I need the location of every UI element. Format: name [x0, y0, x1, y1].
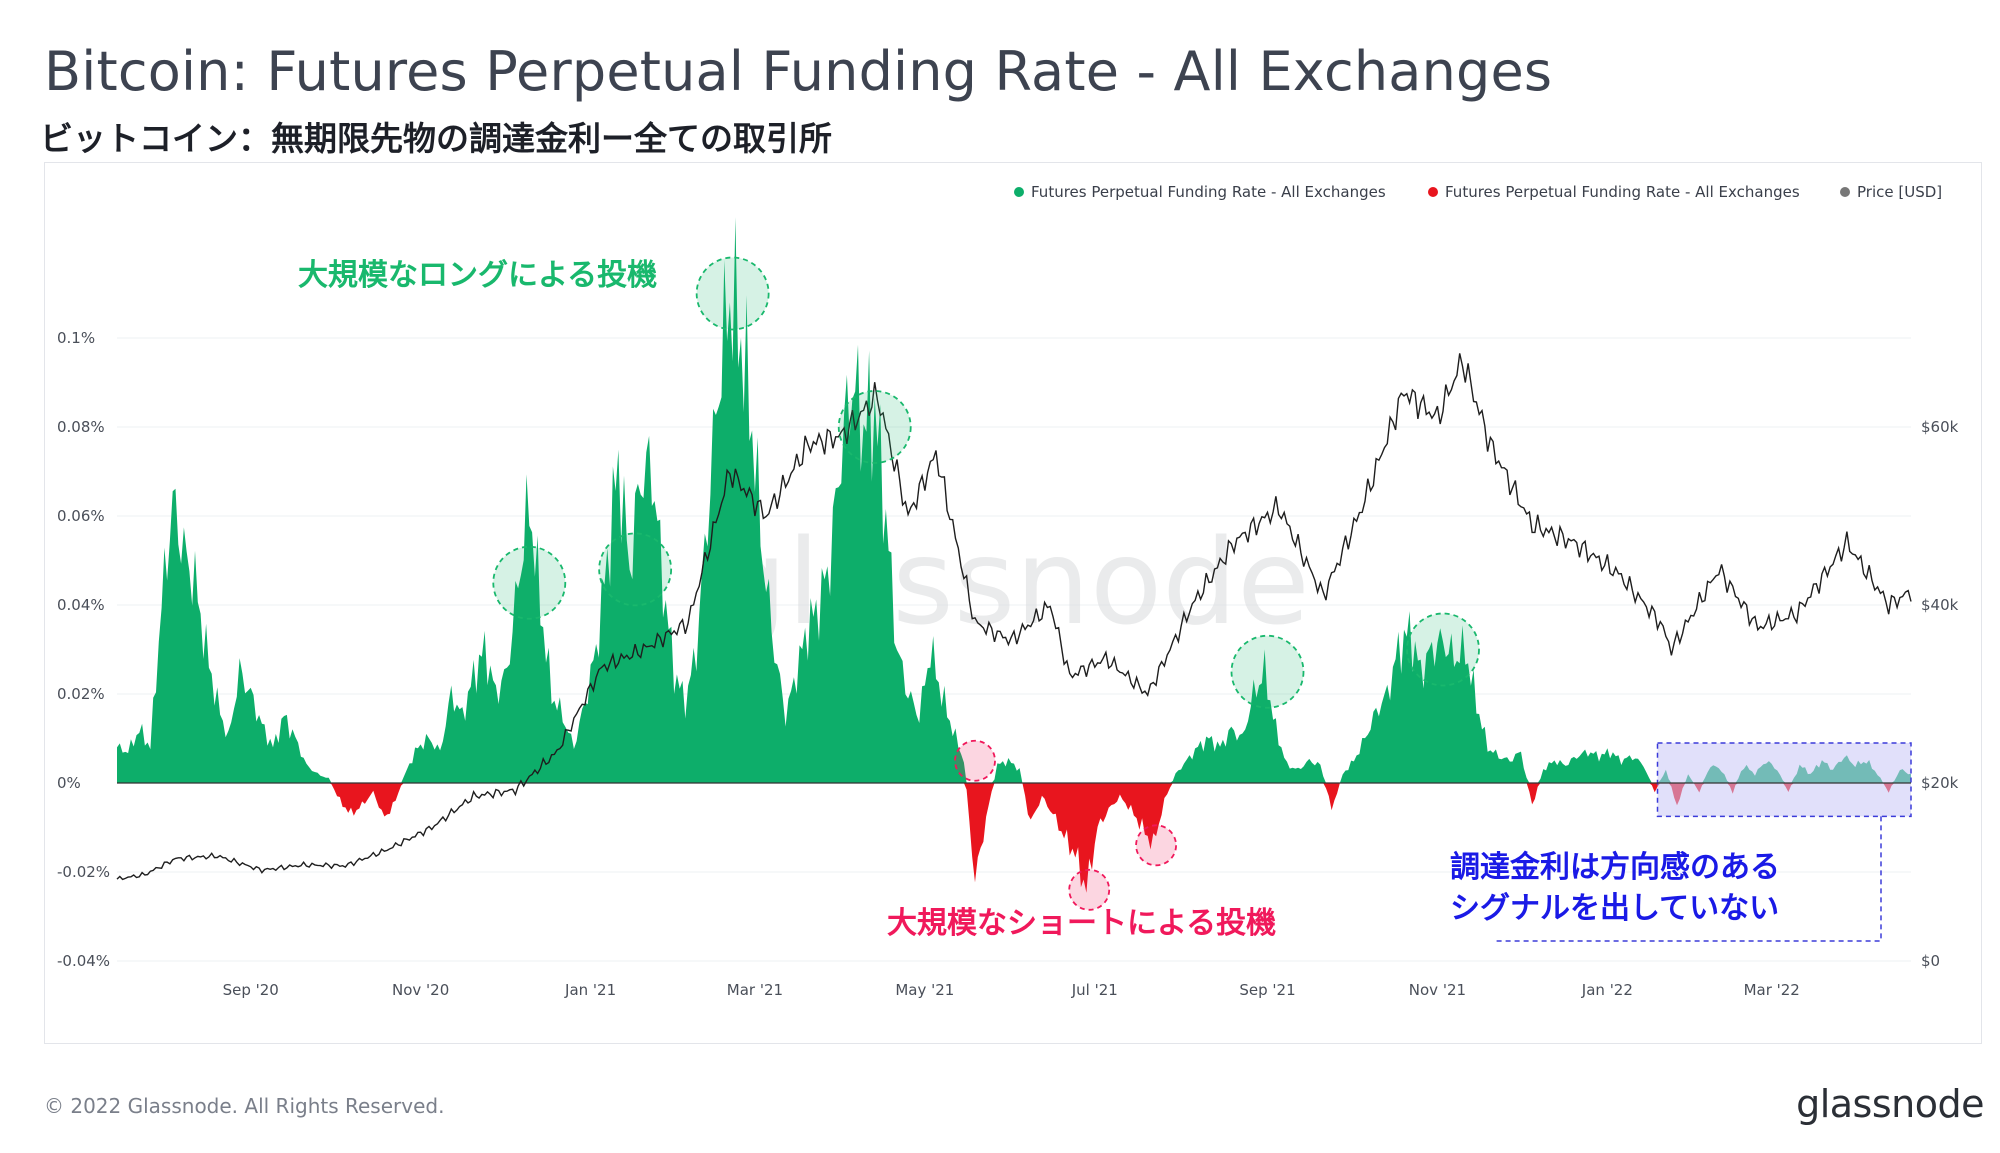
copyright-text: © 2022 Glassnode. All Rights Reserved.	[44, 1094, 445, 1118]
short-speculation-circle	[1135, 824, 1177, 867]
y-right-tick-label: $20k	[1921, 774, 1959, 792]
neutral-signal-label-line1: 調達金利は方向感のある	[1450, 850, 1780, 885]
x-tick-label: Sep '20	[223, 981, 279, 999]
neutral-signal-label-line2: シグナルを出していない	[1450, 891, 1779, 926]
neutral-connector	[1495, 816, 1882, 942]
y-right-tick-label: $60k	[1921, 418, 1959, 436]
x-tick-label: Jan '22	[1581, 981, 1633, 999]
watermark-text: glassnode	[712, 513, 1309, 651]
x-tick-label: Nov '21	[1409, 981, 1466, 999]
legend-label: Price [USD]	[1857, 183, 1942, 201]
x-tick-label: Nov '20	[392, 981, 449, 999]
legend-marker	[1014, 187, 1024, 197]
short-speculation-label: 大規模なショートによる投機	[887, 906, 1276, 941]
y-left-tick-label: 0.04%	[57, 596, 105, 614]
x-tick-label: Jan '21	[564, 981, 616, 999]
y-left-tick-label: 0.02%	[57, 685, 105, 703]
legend-label: Futures Perpetual Funding Rate - All Exc…	[1445, 183, 1800, 201]
chart-panel: glassnode 大規模なロングによる投機大規模なショートによる投機 調達金利は方…	[44, 162, 1982, 1044]
y-left-tick-label: -0.02%	[57, 863, 110, 881]
brand-logo: glassnode	[1796, 1082, 1984, 1126]
long-speculation-circle	[695, 256, 770, 331]
long-speculation-circle	[492, 545, 567, 620]
x-tick-label: Sep '21	[1239, 981, 1295, 999]
y-left-tick-label: 0.1%	[57, 329, 95, 347]
y-left-tick-label: 0%	[57, 774, 81, 792]
legend-label: Futures Perpetual Funding Rate - All Exc…	[1031, 183, 1386, 201]
positive-funding-area	[117, 217, 1911, 784]
x-tick-label: Jul '21	[1071, 981, 1118, 999]
long-speculation-label: 大規模なロングによる投機	[298, 258, 657, 293]
long-speculation-circle	[837, 390, 912, 464]
y-right-tick-label: $40k	[1921, 596, 1959, 614]
short-speculation-circle	[954, 739, 996, 782]
y-right-tick-label: $0	[1921, 952, 1940, 970]
x-tick-label: May '21	[895, 981, 954, 999]
page-subtitle: ビットコイン：無期限先物の調達金利ー全ての取引所	[40, 119, 832, 158]
long-speculation-circle	[598, 532, 673, 607]
y-left-tick-label: -0.04%	[57, 952, 110, 970]
y-left-tick-label: 0.06%	[57, 507, 105, 525]
price-line	[116, 353, 1912, 881]
page-title: Bitcoin: Futures Perpetual Funding Rate …	[44, 40, 1553, 103]
legend-marker	[1840, 187, 1850, 197]
long-speculation-circle	[1406, 612, 1480, 687]
neutral-highlight-box	[1656, 742, 1912, 818]
legend-marker	[1428, 187, 1438, 197]
y-left-tick-label: 0.08%	[57, 418, 105, 436]
short-speculation-circle	[1068, 868, 1111, 911]
x-tick-label: Mar '22	[1744, 981, 1800, 999]
x-tick-label: Mar '21	[727, 981, 783, 999]
long-speculation-circle	[1230, 634, 1305, 709]
